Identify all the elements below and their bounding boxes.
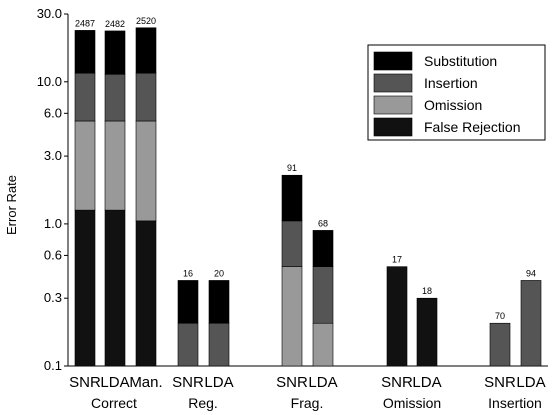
group-label: Omission xyxy=(383,395,441,411)
bar-count-label: 2487 xyxy=(75,18,95,28)
bar-count-label: 91 xyxy=(287,163,297,173)
legend-swatch xyxy=(373,51,413,71)
y-tick-label: 0.3 xyxy=(44,290,62,305)
bar-count-label: 18 xyxy=(422,286,432,296)
y-tick-label: 30.0 xyxy=(37,6,62,21)
bar-segment-insertion xyxy=(74,72,96,122)
bar-segment-substitution xyxy=(74,30,96,74)
bar-segment-false-rejection xyxy=(104,209,126,367)
y-tick-label: 10.0 xyxy=(37,74,62,89)
bar-category-label: SNR xyxy=(381,374,413,391)
bar-segment-omission xyxy=(104,120,126,211)
bar-category-label: Man. xyxy=(129,374,162,391)
legend-label: False Rejection xyxy=(424,119,521,135)
bar-segment-substitution xyxy=(135,27,157,74)
y-tick-label: 0.6 xyxy=(44,247,62,262)
y-tick-label: 0.1 xyxy=(44,358,62,373)
bar-segment-insertion xyxy=(312,266,334,324)
bar-segment-insertion xyxy=(208,322,230,367)
bar-category-label: SNR xyxy=(69,374,101,391)
group-label: Correct xyxy=(91,395,137,411)
bar-segment-substitution xyxy=(312,230,334,267)
legend-label: Substitution xyxy=(424,53,497,69)
bar-segment-omission xyxy=(74,120,96,211)
legend-label: Omission xyxy=(424,97,482,113)
bar-count-label: 2520 xyxy=(136,16,156,26)
bar-segment-substitution xyxy=(177,280,199,324)
bar-count-label: 17 xyxy=(392,255,402,265)
bar-category-label: SNR xyxy=(276,374,308,391)
bar-count-label: 68 xyxy=(318,218,328,228)
bar-count-label: 16 xyxy=(183,268,193,278)
bar-category-label: LDA xyxy=(100,374,129,391)
bar-segment-false-rejection xyxy=(416,297,438,367)
group-label: Insertion xyxy=(488,395,542,411)
bar-count-label: 2482 xyxy=(105,19,125,29)
legend-swatch xyxy=(373,117,413,137)
bar-count-label: 20 xyxy=(214,268,224,278)
group-label: Frag. xyxy=(291,395,324,411)
bar-segment-omission xyxy=(312,322,334,367)
legend-swatch xyxy=(373,95,413,115)
bar-segment-substitution xyxy=(104,30,126,75)
bar-category-label: LDA xyxy=(412,374,441,391)
bar-category-label: SNR xyxy=(484,374,516,391)
bar-segment-omission xyxy=(281,266,303,367)
group-label: Reg. xyxy=(188,395,218,411)
bar-segment-insertion xyxy=(489,322,511,367)
bar-category-label: SNR xyxy=(172,374,204,391)
legend-swatch xyxy=(373,73,413,93)
bar-count-label: 94 xyxy=(526,268,536,278)
bar-segment-insertion xyxy=(104,73,126,122)
bar-category-label: LDA xyxy=(204,374,233,391)
bar-segment-false-rejection xyxy=(135,220,157,367)
bar-segment-substitution xyxy=(208,280,230,324)
plot-area: 0.1 0.3 0.6 1.0 3.0 6.0 10.0 30.0 2487 SNR 2482 LDA… xyxy=(37,6,548,411)
legend-label: Insertion xyxy=(424,75,478,91)
bar-count-label: 70 xyxy=(495,311,505,321)
bar-category-label: LDA xyxy=(516,374,545,391)
bar-category-label: LDA xyxy=(308,374,337,391)
y-tick-label: 6.0 xyxy=(44,105,62,120)
y-tick-label: 1.0 xyxy=(44,216,62,231)
bar-segment-insertion xyxy=(520,280,542,367)
y-tick-label: 3.0 xyxy=(44,148,62,163)
bar-segment-insertion xyxy=(135,72,157,122)
bar-segment-false-rejection xyxy=(74,209,96,367)
bar-segment-insertion xyxy=(281,220,303,267)
bar-segment-substitution xyxy=(281,174,303,222)
bar-segment-false-rejection xyxy=(386,266,408,367)
y-axis-title: Error Rate xyxy=(4,175,19,235)
bar-segment-omission xyxy=(135,120,157,222)
bar-segment-insertion xyxy=(177,322,199,367)
legend: Substitution Insertion Omission False Rejec… xyxy=(367,44,546,141)
